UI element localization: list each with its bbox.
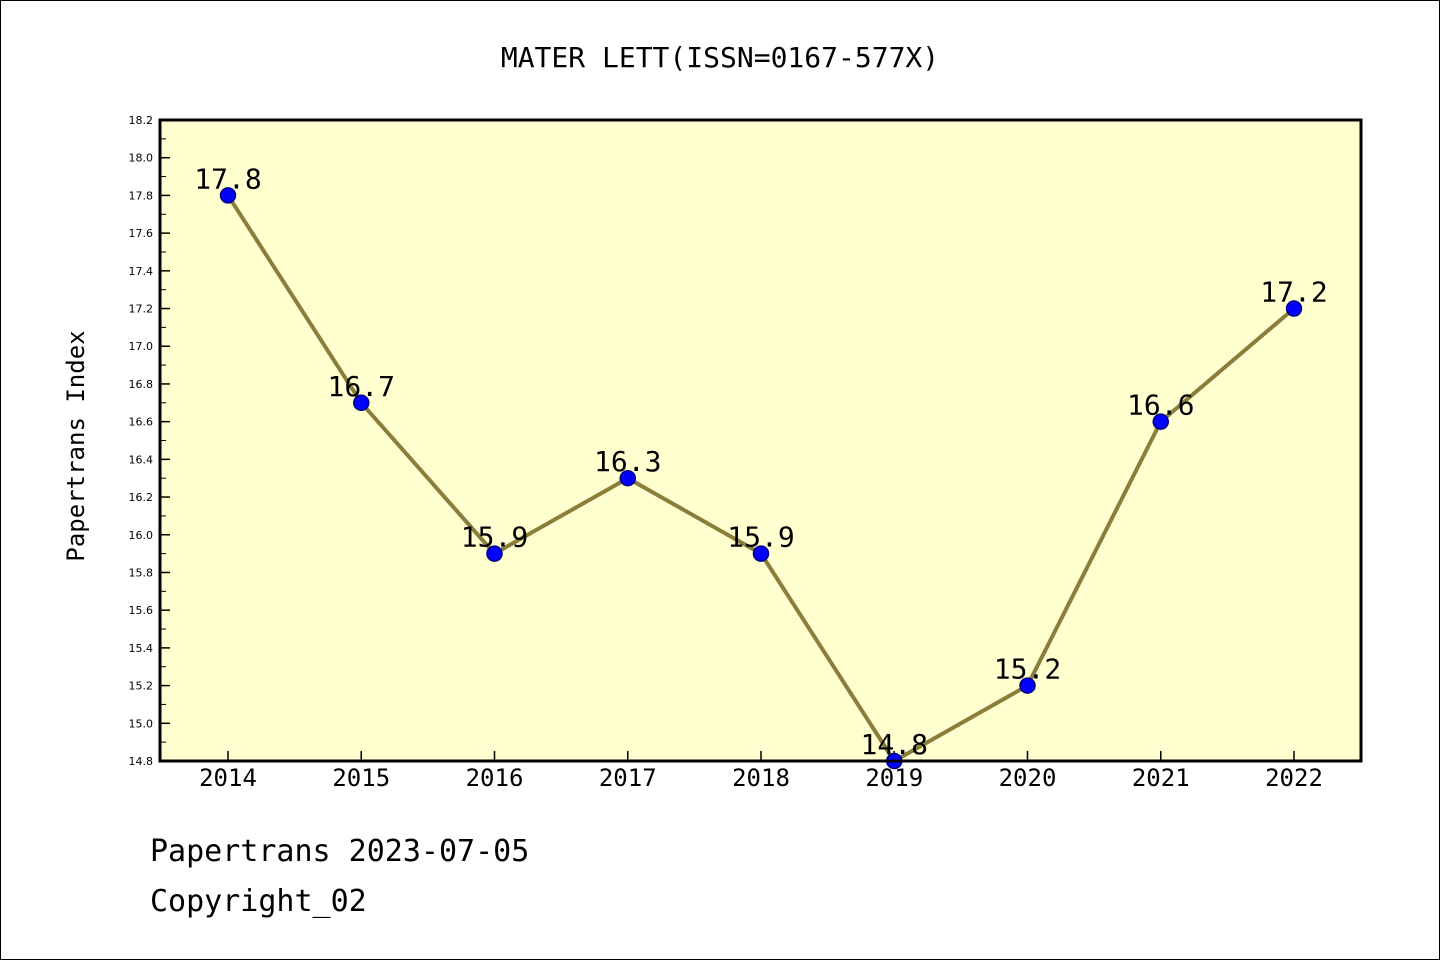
y-tick-label: 16.6 [129,416,154,429]
y-tick-label: 15.6 [129,604,154,617]
y-tick-label: 17.6 [129,227,154,240]
y-axis-ticks: 14.8 15.0 15.2 15.4 15.6 15.8 16.0 16.2 16.4 16.6… [129,114,170,768]
data-label: 16.7 [328,370,395,403]
x-tick-label: 2021 [1132,764,1190,792]
data-point-marker [752,545,770,562]
x-tick-label: 2018 [732,764,790,792]
y-tick-label: 18.2 [129,114,154,127]
y-tick-label: 15.2 [129,680,154,693]
footer-date-line: Papertrans 2023-07-05 [150,834,530,869]
plot-area [160,120,1361,761]
x-axis-ticks: 2014 2015 2016 2017 2018 2019 2020 2021 2022 [199,751,1323,792]
x-tick-label: 2022 [1265,764,1323,792]
data-label: 16.6 [1127,389,1194,422]
y-tick-label: 17.8 [129,189,154,202]
data-label: 16.3 [594,445,661,478]
x-tick-label: 2020 [999,764,1057,792]
data-point-marker [486,545,503,562]
y-tick-label: 17.2 [129,303,154,316]
data-label: 15.9 [461,521,528,554]
plot-border [158,118,1363,763]
x-tick-label: 2017 [599,764,657,792]
y-tick-label: 15.0 [129,717,154,730]
chart-title: MATER LETT(ISSN=0167-577X) [501,41,939,74]
data-label: 17.8 [194,162,261,195]
y-tick-label: 15.4 [129,642,154,655]
data-point-marker [1152,413,1169,430]
y-tick-label: 18.0 [129,152,154,165]
y-tick-label: 16.8 [129,378,154,391]
data-point-marker [1285,300,1303,317]
y-axis-label: Papertrans Index [62,330,90,561]
data-point-marker [1019,677,1036,694]
y-tick-label: 16.2 [129,491,154,504]
data-labels: 17.8 16.7 15.9 16.3 15.9 14.8 15.2 16.6 17.2 [194,162,1327,761]
y-tick-label: 17.0 [129,340,154,353]
data-label: 15.2 [994,653,1061,686]
data-label: 15.9 [727,521,794,554]
x-tick-label: 2014 [199,764,257,792]
y-tick-label: 17.4 [129,265,154,278]
y-tick-label: 16.0 [129,529,154,542]
footer-copyright-line: Copyright_02 [150,884,367,919]
x-tick-label: 2016 [466,764,524,792]
y-tick-label: 16.4 [129,453,154,466]
data-label: 14.8 [861,728,928,761]
data-point-marker [219,187,237,204]
data-point-marker [353,394,370,412]
data-label: 17.2 [1260,276,1327,309]
y-tick-label: 14.8 [129,755,154,768]
data-point-marker [619,469,636,487]
x-tick-label: 2015 [332,764,390,792]
y-tick-label: 15.8 [129,566,154,579]
